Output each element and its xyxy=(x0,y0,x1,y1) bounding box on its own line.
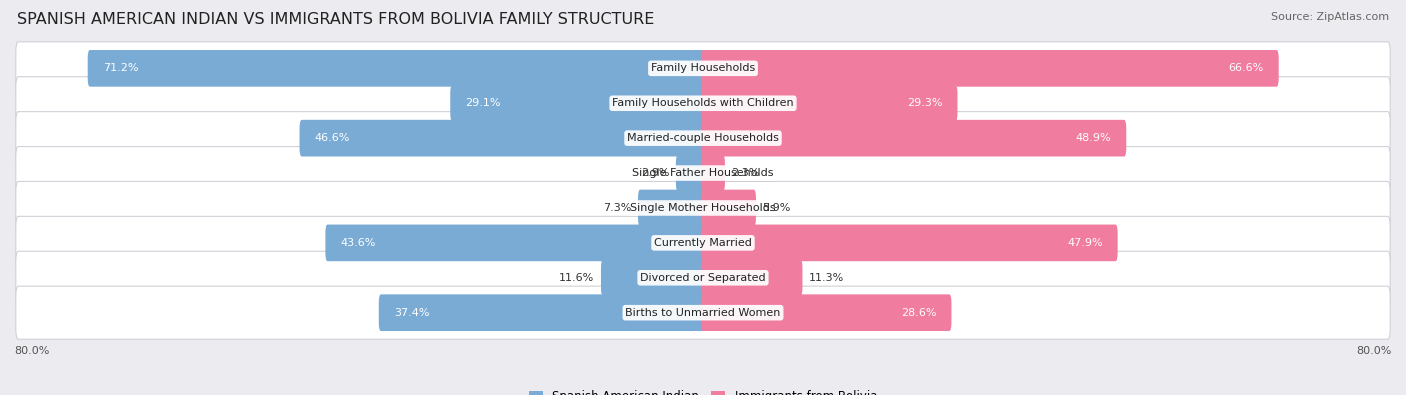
FancyBboxPatch shape xyxy=(299,120,706,156)
Text: Divorced or Separated: Divorced or Separated xyxy=(640,273,766,283)
FancyBboxPatch shape xyxy=(676,155,706,192)
Text: Single Mother Households: Single Mother Households xyxy=(630,203,776,213)
FancyBboxPatch shape xyxy=(700,190,756,226)
Text: 2.3%: 2.3% xyxy=(731,168,759,178)
Text: 37.4%: 37.4% xyxy=(394,308,429,318)
Text: 2.9%: 2.9% xyxy=(641,168,669,178)
FancyBboxPatch shape xyxy=(15,181,1391,235)
Text: Family Households: Family Households xyxy=(651,63,755,73)
FancyBboxPatch shape xyxy=(15,286,1391,339)
Text: Single Father Households: Single Father Households xyxy=(633,168,773,178)
FancyBboxPatch shape xyxy=(700,294,952,331)
Text: 11.3%: 11.3% xyxy=(808,273,844,283)
FancyBboxPatch shape xyxy=(325,224,706,261)
Text: 29.3%: 29.3% xyxy=(907,98,942,108)
FancyBboxPatch shape xyxy=(15,216,1391,269)
Text: Births to Unmarried Women: Births to Unmarried Women xyxy=(626,308,780,318)
Text: 7.3%: 7.3% xyxy=(603,203,631,213)
Text: Family Households with Children: Family Households with Children xyxy=(612,98,794,108)
Text: 46.6%: 46.6% xyxy=(315,133,350,143)
FancyBboxPatch shape xyxy=(638,190,706,226)
FancyBboxPatch shape xyxy=(87,50,706,87)
FancyBboxPatch shape xyxy=(15,42,1391,95)
Text: 66.6%: 66.6% xyxy=(1229,63,1264,73)
FancyBboxPatch shape xyxy=(15,147,1391,199)
Text: 43.6%: 43.6% xyxy=(340,238,375,248)
Text: SPANISH AMERICAN INDIAN VS IMMIGRANTS FROM BOLIVIA FAMILY STRUCTURE: SPANISH AMERICAN INDIAN VS IMMIGRANTS FR… xyxy=(17,12,654,27)
Text: 5.9%: 5.9% xyxy=(762,203,790,213)
Text: 47.9%: 47.9% xyxy=(1067,238,1102,248)
Text: 71.2%: 71.2% xyxy=(103,63,138,73)
FancyBboxPatch shape xyxy=(450,85,706,122)
Text: Currently Married: Currently Married xyxy=(654,238,752,248)
FancyBboxPatch shape xyxy=(700,224,1118,261)
Text: Source: ZipAtlas.com: Source: ZipAtlas.com xyxy=(1271,12,1389,22)
Text: 28.6%: 28.6% xyxy=(901,308,936,318)
FancyBboxPatch shape xyxy=(700,260,803,296)
Text: 29.1%: 29.1% xyxy=(465,98,501,108)
FancyBboxPatch shape xyxy=(700,155,725,192)
FancyBboxPatch shape xyxy=(600,260,706,296)
Text: 11.6%: 11.6% xyxy=(560,273,595,283)
FancyBboxPatch shape xyxy=(700,85,957,122)
FancyBboxPatch shape xyxy=(15,112,1391,165)
Text: 48.9%: 48.9% xyxy=(1076,133,1111,143)
Text: 80.0%: 80.0% xyxy=(14,346,49,356)
Text: Married-couple Households: Married-couple Households xyxy=(627,133,779,143)
Legend: Spanish American Indian, Immigrants from Bolivia: Spanish American Indian, Immigrants from… xyxy=(524,385,882,395)
FancyBboxPatch shape xyxy=(700,50,1278,87)
Text: 80.0%: 80.0% xyxy=(1357,346,1392,356)
FancyBboxPatch shape xyxy=(15,77,1391,130)
FancyBboxPatch shape xyxy=(15,251,1391,304)
FancyBboxPatch shape xyxy=(700,120,1126,156)
FancyBboxPatch shape xyxy=(378,294,706,331)
